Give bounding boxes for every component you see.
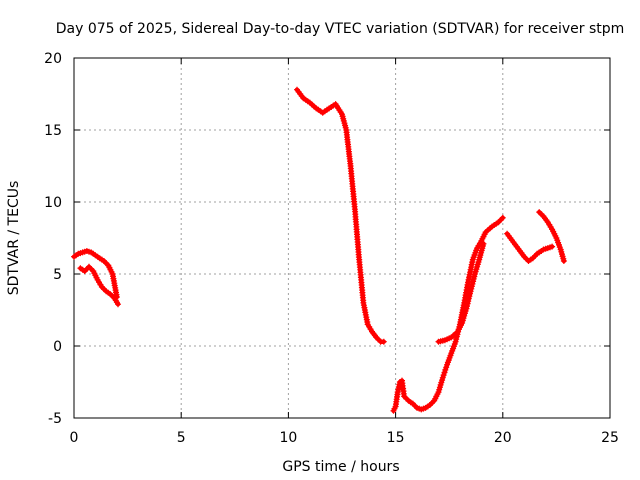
x-tick-label: 20 xyxy=(494,430,512,446)
x-tick-label: 10 xyxy=(279,430,297,446)
axis-ticks: 0 5 10 15 20 25 -5 0 5 10 15 20 xyxy=(44,51,619,446)
data-point-marker xyxy=(380,338,387,345)
series-arc6 xyxy=(536,209,567,264)
y-tick-label: 20 xyxy=(44,51,62,67)
series-arc2 xyxy=(294,86,387,345)
data-point-marker xyxy=(560,258,567,264)
series-arc5 xyxy=(504,230,556,264)
series-arc3 xyxy=(390,214,506,414)
y-tick-label: 15 xyxy=(44,123,62,139)
y-tick-label: 5 xyxy=(53,267,62,283)
chart-title: Day 075 of 2025, Sidereal Day-to-day VTE… xyxy=(56,21,625,37)
series-arc1b xyxy=(77,263,121,308)
data-point-marker xyxy=(499,214,506,221)
series-line xyxy=(294,87,387,344)
plot-frame xyxy=(73,57,611,419)
data-point-marker xyxy=(480,240,487,247)
series-line xyxy=(391,215,506,414)
x-tick-label: 25 xyxy=(601,430,619,446)
x-tick-label: 5 xyxy=(177,430,186,446)
y-axis-label: SDTVAR / TECUs xyxy=(6,181,22,296)
x-axis-label: GPS time / hours xyxy=(282,459,399,475)
data-point-marker xyxy=(549,243,556,250)
series-arc1a xyxy=(71,248,120,300)
series-arc4 xyxy=(435,240,487,345)
x-tick-label: 0 xyxy=(70,430,79,446)
x-tick-label: 15 xyxy=(387,430,405,446)
y-tick-label: 0 xyxy=(53,339,62,355)
data-point-marker xyxy=(115,301,121,308)
y-tick-label: 10 xyxy=(44,195,62,211)
data-series xyxy=(71,86,567,414)
y-tick-label: -5 xyxy=(48,411,62,427)
